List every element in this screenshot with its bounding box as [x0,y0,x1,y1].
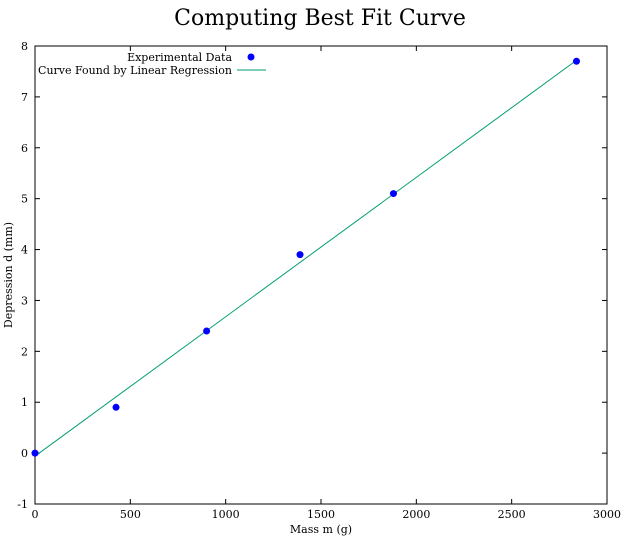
legend-label-regression-curve: Curve Found by Linear Regression [38,64,232,77]
y-tick-label: 0 [21,447,28,460]
x-tick-label: 1500 [307,508,335,521]
axis-ticks: 0 500 1000 1500 2000 2500 3000 -1 0 1 2 3 4 5 6 7 8 [17,40,621,521]
y-tick-label: 5 [21,193,28,206]
y-tick-label: 4 [21,244,28,257]
data-point [296,251,304,259]
regression-line-group [34,59,577,457]
x-tick-label: 3000 [593,508,621,521]
data-point [203,327,211,335]
data-point [31,449,39,457]
regression-line [34,59,577,457]
y-tick-label: -1 [17,498,28,511]
y-axis-label: Depression d (mm) [2,222,15,328]
y-tick-label: 7 [21,91,28,104]
y-tick-label: 6 [21,142,28,155]
y-tick-label: 1 [21,396,28,409]
plot-frame [34,45,608,505]
legend: Experimental Data Curve Found by Linear … [38,51,266,77]
chart-title: Computing Best Fit Curve [174,6,466,31]
y-tick-label: 3 [21,294,28,307]
data-point [572,57,580,65]
y-tick-label: 8 [21,40,28,53]
x-tick-label: 2500 [498,508,526,521]
data-point [112,403,120,411]
x-tick-label: 2000 [402,508,430,521]
y-tick-label: 2 [21,345,28,358]
x-tick-label: 0 [32,508,39,521]
data-points-group [31,57,580,457]
x-tick-label: 1000 [212,508,240,521]
legend-marker-experimental-data [247,53,255,61]
x-tick-label: 500 [120,508,141,521]
data-point [389,190,397,198]
legend-label-experimental-data: Experimental Data [127,51,232,64]
x-axis-label: Mass m (g) [290,523,352,536]
